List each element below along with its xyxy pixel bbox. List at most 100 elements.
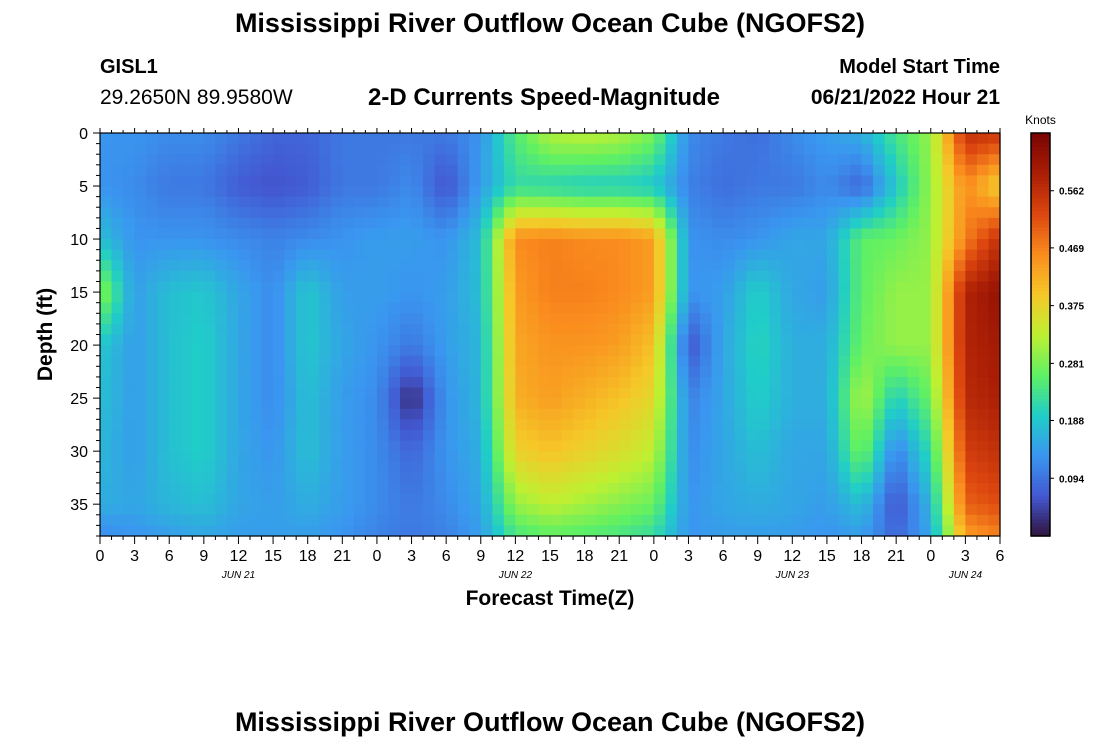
heatmap-cell bbox=[388, 270, 401, 283]
heatmap-cell bbox=[180, 260, 193, 272]
heatmap-cell bbox=[596, 355, 609, 367]
heatmap-cell bbox=[700, 472, 713, 484]
heatmap-cell bbox=[861, 270, 874, 283]
heatmap-cell bbox=[619, 207, 632, 219]
heatmap-cell bbox=[838, 387, 851, 399]
heatmap-cell bbox=[365, 249, 378, 261]
heatmap-cell bbox=[146, 260, 159, 272]
colorbar-segment bbox=[1031, 431, 1050, 436]
x-tick-label: 6 bbox=[442, 548, 451, 565]
heatmap-cell bbox=[815, 429, 828, 442]
heatmap-cell bbox=[203, 323, 216, 336]
heatmap-cell bbox=[100, 334, 113, 346]
heatmap-cell bbox=[757, 207, 770, 219]
heatmap-cell bbox=[284, 313, 297, 325]
heatmap-cell bbox=[907, 323, 920, 336]
heatmap-cell bbox=[953, 133, 966, 145]
heatmap-cell bbox=[723, 345, 736, 357]
heatmap-cell bbox=[376, 504, 390, 516]
heatmap-cell bbox=[330, 292, 343, 304]
heatmap-cell bbox=[619, 175, 632, 187]
heatmap-cell bbox=[146, 323, 159, 336]
heatmap-cell bbox=[169, 133, 182, 145]
heatmap-cell bbox=[734, 228, 747, 240]
heatmap-cell bbox=[123, 175, 136, 187]
heatmap-cell bbox=[284, 376, 297, 389]
y-tick-label: 35 bbox=[70, 497, 88, 514]
heatmap-cell bbox=[838, 143, 851, 155]
colorbar-segment bbox=[1031, 512, 1050, 517]
heatmap-cell bbox=[192, 249, 205, 261]
heatmap-cell bbox=[157, 408, 170, 420]
heatmap-cell bbox=[884, 260, 897, 272]
x-axis: 0 3 6 9 12 15 18 21 0 3 6 9 12 15 18 21 0 3 6 9 12 15 18 21 0 3 6J… bbox=[96, 128, 1005, 581]
heatmap-cell bbox=[492, 196, 505, 208]
heatmap-cell bbox=[688, 376, 701, 389]
heatmap-cell bbox=[988, 366, 1001, 378]
heatmap-cell bbox=[284, 355, 297, 367]
heatmap-cell bbox=[942, 504, 955, 516]
heatmap-cell bbox=[503, 355, 516, 367]
heatmap-cell bbox=[400, 398, 413, 410]
heatmap-cell bbox=[457, 440, 470, 452]
heatmap-cell bbox=[480, 419, 493, 431]
heatmap-cell bbox=[157, 429, 170, 442]
heatmap-cell bbox=[134, 323, 147, 336]
heatmap-cell bbox=[503, 334, 516, 346]
heatmap-cell bbox=[100, 482, 113, 495]
heatmap-cell bbox=[457, 429, 470, 442]
heatmap-cell bbox=[157, 525, 170, 537]
heatmap-cell bbox=[134, 440, 147, 452]
heatmap-cell bbox=[688, 525, 701, 537]
heatmap-cell bbox=[965, 313, 978, 325]
heatmap-cell bbox=[907, 482, 920, 495]
heatmap-cell bbox=[988, 451, 1001, 463]
heatmap-cell bbox=[873, 281, 886, 293]
heatmap-cell bbox=[780, 186, 793, 198]
heatmap-cell bbox=[192, 196, 205, 208]
heatmap-cell bbox=[503, 281, 516, 293]
heatmap-cell bbox=[780, 228, 793, 240]
colorbar-segment bbox=[1031, 250, 1050, 255]
heatmap-cell bbox=[942, 281, 955, 293]
heatmap-cell bbox=[723, 302, 736, 314]
heatmap-cell bbox=[630, 355, 643, 367]
heatmap-cell bbox=[423, 239, 436, 251]
heatmap-cell bbox=[630, 408, 643, 420]
heatmap-cell bbox=[584, 186, 597, 198]
heatmap-cell bbox=[388, 387, 401, 399]
colorbar-segment bbox=[1031, 216, 1050, 221]
heatmap-cell bbox=[480, 472, 493, 484]
heatmap-cell bbox=[573, 217, 586, 230]
heatmap-cell bbox=[134, 419, 147, 431]
heatmap-cell bbox=[942, 217, 955, 230]
heatmap-cell bbox=[480, 482, 493, 495]
heatmap-cell bbox=[250, 514, 263, 526]
heatmap-cell bbox=[457, 355, 470, 367]
colorbar-tick-label: 0.469 bbox=[1059, 244, 1084, 255]
heatmap-cell bbox=[376, 154, 390, 166]
heatmap-cell bbox=[469, 175, 482, 187]
heatmap-cell bbox=[976, 292, 990, 304]
heatmap-cell bbox=[884, 228, 897, 240]
heatmap-cell bbox=[284, 143, 297, 155]
heatmap-cell bbox=[169, 281, 182, 293]
heatmap-cell bbox=[619, 355, 632, 367]
heatmap-cell bbox=[169, 408, 182, 420]
heatmap-cell bbox=[423, 313, 436, 325]
heatmap-cell bbox=[226, 398, 240, 410]
heatmap-cell bbox=[388, 429, 401, 442]
heatmap-cell bbox=[584, 334, 597, 346]
heatmap-cell bbox=[584, 313, 597, 325]
heatmap-cell bbox=[607, 154, 620, 166]
heatmap-cell bbox=[330, 334, 343, 346]
heatmap-cell bbox=[319, 376, 332, 389]
heatmap-cell bbox=[538, 228, 551, 240]
heatmap-cell bbox=[919, 143, 932, 155]
heatmap-cell bbox=[861, 398, 874, 410]
heatmap-cell bbox=[273, 154, 286, 166]
heatmap-cell bbox=[561, 281, 574, 293]
heatmap-cell bbox=[446, 249, 459, 261]
heatmap-cell bbox=[665, 239, 678, 251]
heatmap-cell bbox=[100, 345, 113, 357]
